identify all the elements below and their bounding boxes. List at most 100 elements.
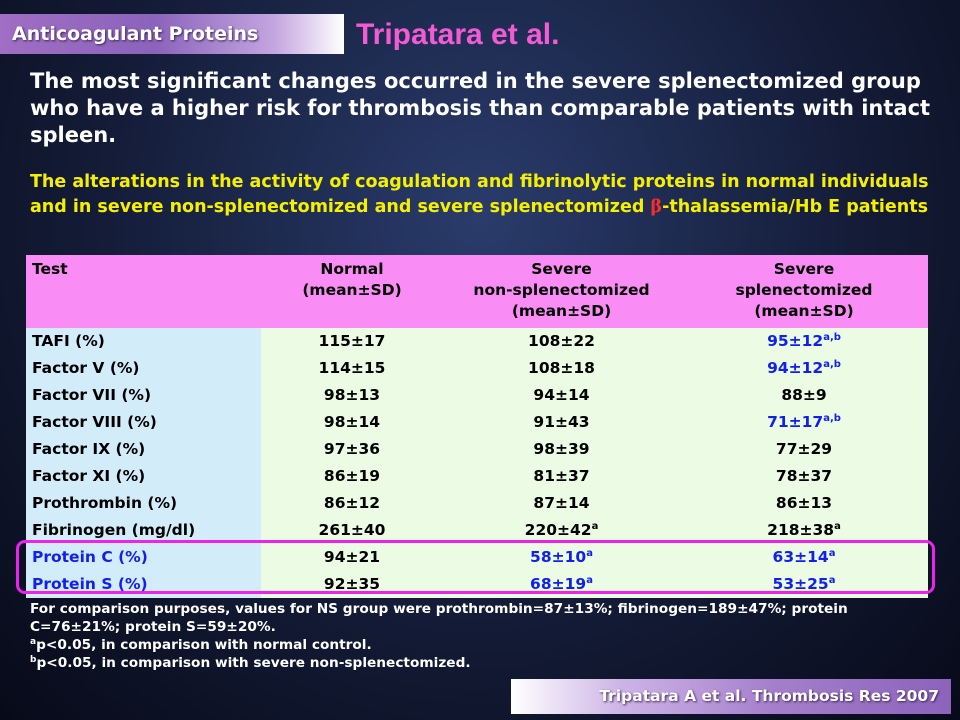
significance-mark: a,b <box>823 359 841 370</box>
cell-value: 220±42 <box>524 521 592 539</box>
header-line: non-splenectomized <box>473 281 650 299</box>
cell-nonsplen: 220±42a <box>443 517 680 544</box>
footnote-a-text: p<0.05, in comparison with normal contro… <box>36 637 372 653</box>
cell-value: 86±13 <box>775 494 833 512</box>
footnotes: For comparison purposes, values for NS g… <box>30 600 940 672</box>
cell-value: 94±14 <box>533 386 590 404</box>
cell-value: 53±25 <box>772 575 829 593</box>
caption-text-start: The alterations in the activity of coagu… <box>30 172 929 217</box>
cell-normal: 114±15 <box>261 355 443 382</box>
cell-value: 261±40 <box>318 521 386 539</box>
headline-text: The most significant changes occurred in… <box>30 69 931 147</box>
cell-normal: 98±13 <box>261 382 443 409</box>
cell-splen: 78±37 <box>680 463 928 490</box>
cell-nonsplen: 87±14 <box>443 490 680 517</box>
header-col-0: Test <box>26 255 261 328</box>
cell-nonsplen: 108±18 <box>443 355 680 382</box>
header-col-3: Severe splenectomized (mean±SD) <box>680 255 928 328</box>
footnote-b: bp<0.05, in comparison with severe non-s… <box>30 654 940 672</box>
header-line: (mean±SD) <box>754 302 854 320</box>
cell-nonsplen: 81±37 <box>443 463 680 490</box>
cell-normal: 98±14 <box>261 409 443 436</box>
table-row-protein-c: Protein C (%) 94±21 58±10a 63±14a <box>26 544 928 571</box>
table-row-factor-ix: Factor IX (%) 97±36 98±39 77±29 <box>26 436 928 463</box>
cell-splen: 94±12a,b <box>680 355 928 382</box>
significance-mark: a,b <box>823 413 841 424</box>
header-line: Test <box>32 260 68 278</box>
table-row-factor-xi: Factor XI (%) 86±19 81±37 78±37 <box>26 463 928 490</box>
table-row-factor-v: Factor V (%) 114±15 108±18 94±12a,b <box>26 355 928 382</box>
header-line: Severe <box>531 260 592 278</box>
cell-value: 108±18 <box>528 359 595 377</box>
footnote-b-text: p<0.05, in comparison with severe non-sp… <box>36 655 471 671</box>
cell-value: 98±13 <box>323 386 381 404</box>
table-row-tafi: TAFI (%) 115±17 108±22 95±12a,b <box>26 328 928 355</box>
cell-nonsplen: 91±43 <box>443 409 680 436</box>
cell-splen: 218±38a <box>680 517 928 544</box>
significance-mark: a <box>586 575 593 586</box>
row-label: Prothrombin (%) <box>26 490 261 517</box>
significance-mark: a <box>586 548 593 559</box>
cell-nonsplen: 58±10a <box>443 544 680 571</box>
cell-value: 77±29 <box>775 440 833 458</box>
header-line: splenectomized <box>735 281 873 299</box>
cell-value: 94±12 <box>767 359 824 377</box>
cell-value: 71±17 <box>767 413 824 431</box>
cell-value: 91±43 <box>533 413 590 431</box>
significance-mark: a <box>828 548 836 559</box>
cell-normal: 261±40 <box>261 517 443 544</box>
table-row-prothrombin: Prothrombin (%) 86±12 87±14 86±13 <box>26 490 928 517</box>
cell-value: 92±35 <box>323 575 381 593</box>
cell-value: 98±39 <box>533 440 590 458</box>
cell-value: 58±10 <box>530 548 587 566</box>
protein-highlight-box <box>16 540 935 594</box>
cell-value: 98±14 <box>323 413 381 431</box>
cell-normal: 97±36 <box>261 436 443 463</box>
footnote-comparison: For comparison purposes, values for NS g… <box>30 601 848 635</box>
cell-value: 88±9 <box>781 386 827 404</box>
significance-mark: a,b <box>823 332 841 343</box>
cell-nonsplen: 94±14 <box>443 382 680 409</box>
table-row-factor-viii: Factor VIII (%) 98±14 91±43 71±17a,b <box>26 409 928 436</box>
cell-splen: 71±17a,b <box>680 409 928 436</box>
table-row-fibrinogen: Fibrinogen (mg/dl) 261±40 220±42a 218±38a <box>26 517 928 544</box>
header-col-1: Normal (mean±SD) <box>261 255 443 328</box>
cell-value: 97±36 <box>323 440 381 458</box>
header-line: Normal <box>320 260 384 278</box>
header-line: (mean±SD) <box>302 281 402 299</box>
table-body: TAFI (%) 115±17 108±22 95±12a,b Factor V (%)… <box>26 328 928 598</box>
cell-normal: 86±19 <box>261 463 443 490</box>
row-label: Factor V (%) <box>26 355 261 382</box>
significance-mark: a <box>828 575 836 586</box>
slide-title: Tripatara et al. <box>356 18 560 51</box>
cell-value: 78±37 <box>775 467 833 485</box>
table-row-factor-vii: Factor VII (%) 98±13 94±14 88±9 <box>26 382 928 409</box>
cell-nonsplen: 98±39 <box>443 436 680 463</box>
table-caption: The alterations in the activity of coagu… <box>30 170 930 220</box>
beta-symbol: β <box>650 197 663 217</box>
cell-value: 94±21 <box>323 548 381 566</box>
cell-value: 86±12 <box>323 494 381 512</box>
footnote-a-mark: a <box>30 637 37 647</box>
row-label: Factor VIII (%) <box>26 409 261 436</box>
cell-value: 81±37 <box>533 467 590 485</box>
row-label: Factor IX (%) <box>26 436 261 463</box>
cell-splen: 95±12a,b <box>680 328 928 355</box>
coagulation-table: Test Normal (mean±SD) Severe non-splenectomi… <box>26 255 928 598</box>
section-tag: Anticoagulant Proteins <box>0 14 344 54</box>
header-col-2: Severe non-splenectomized (mean±SD) <box>443 255 680 328</box>
row-label: Factor VII (%) <box>26 382 261 409</box>
header-line: (mean±SD) <box>511 302 612 320</box>
footnote-b-mark: b <box>30 655 37 665</box>
cell-splen: 86±13 <box>680 490 928 517</box>
cell-value: 63±14 <box>772 548 829 566</box>
cell-value: 68±19 <box>530 575 587 593</box>
cell-value: 114±15 <box>318 359 386 377</box>
cell-value: 115±17 <box>318 332 386 350</box>
cell-value: 95±12 <box>767 332 824 350</box>
cell-value: 218±38 <box>767 521 835 539</box>
row-label: Fibrinogen (mg/dl) <box>26 517 261 544</box>
cell-normal: 86±12 <box>261 490 443 517</box>
cell-normal: 115±17 <box>261 328 443 355</box>
cell-value: 108±22 <box>528 332 595 350</box>
